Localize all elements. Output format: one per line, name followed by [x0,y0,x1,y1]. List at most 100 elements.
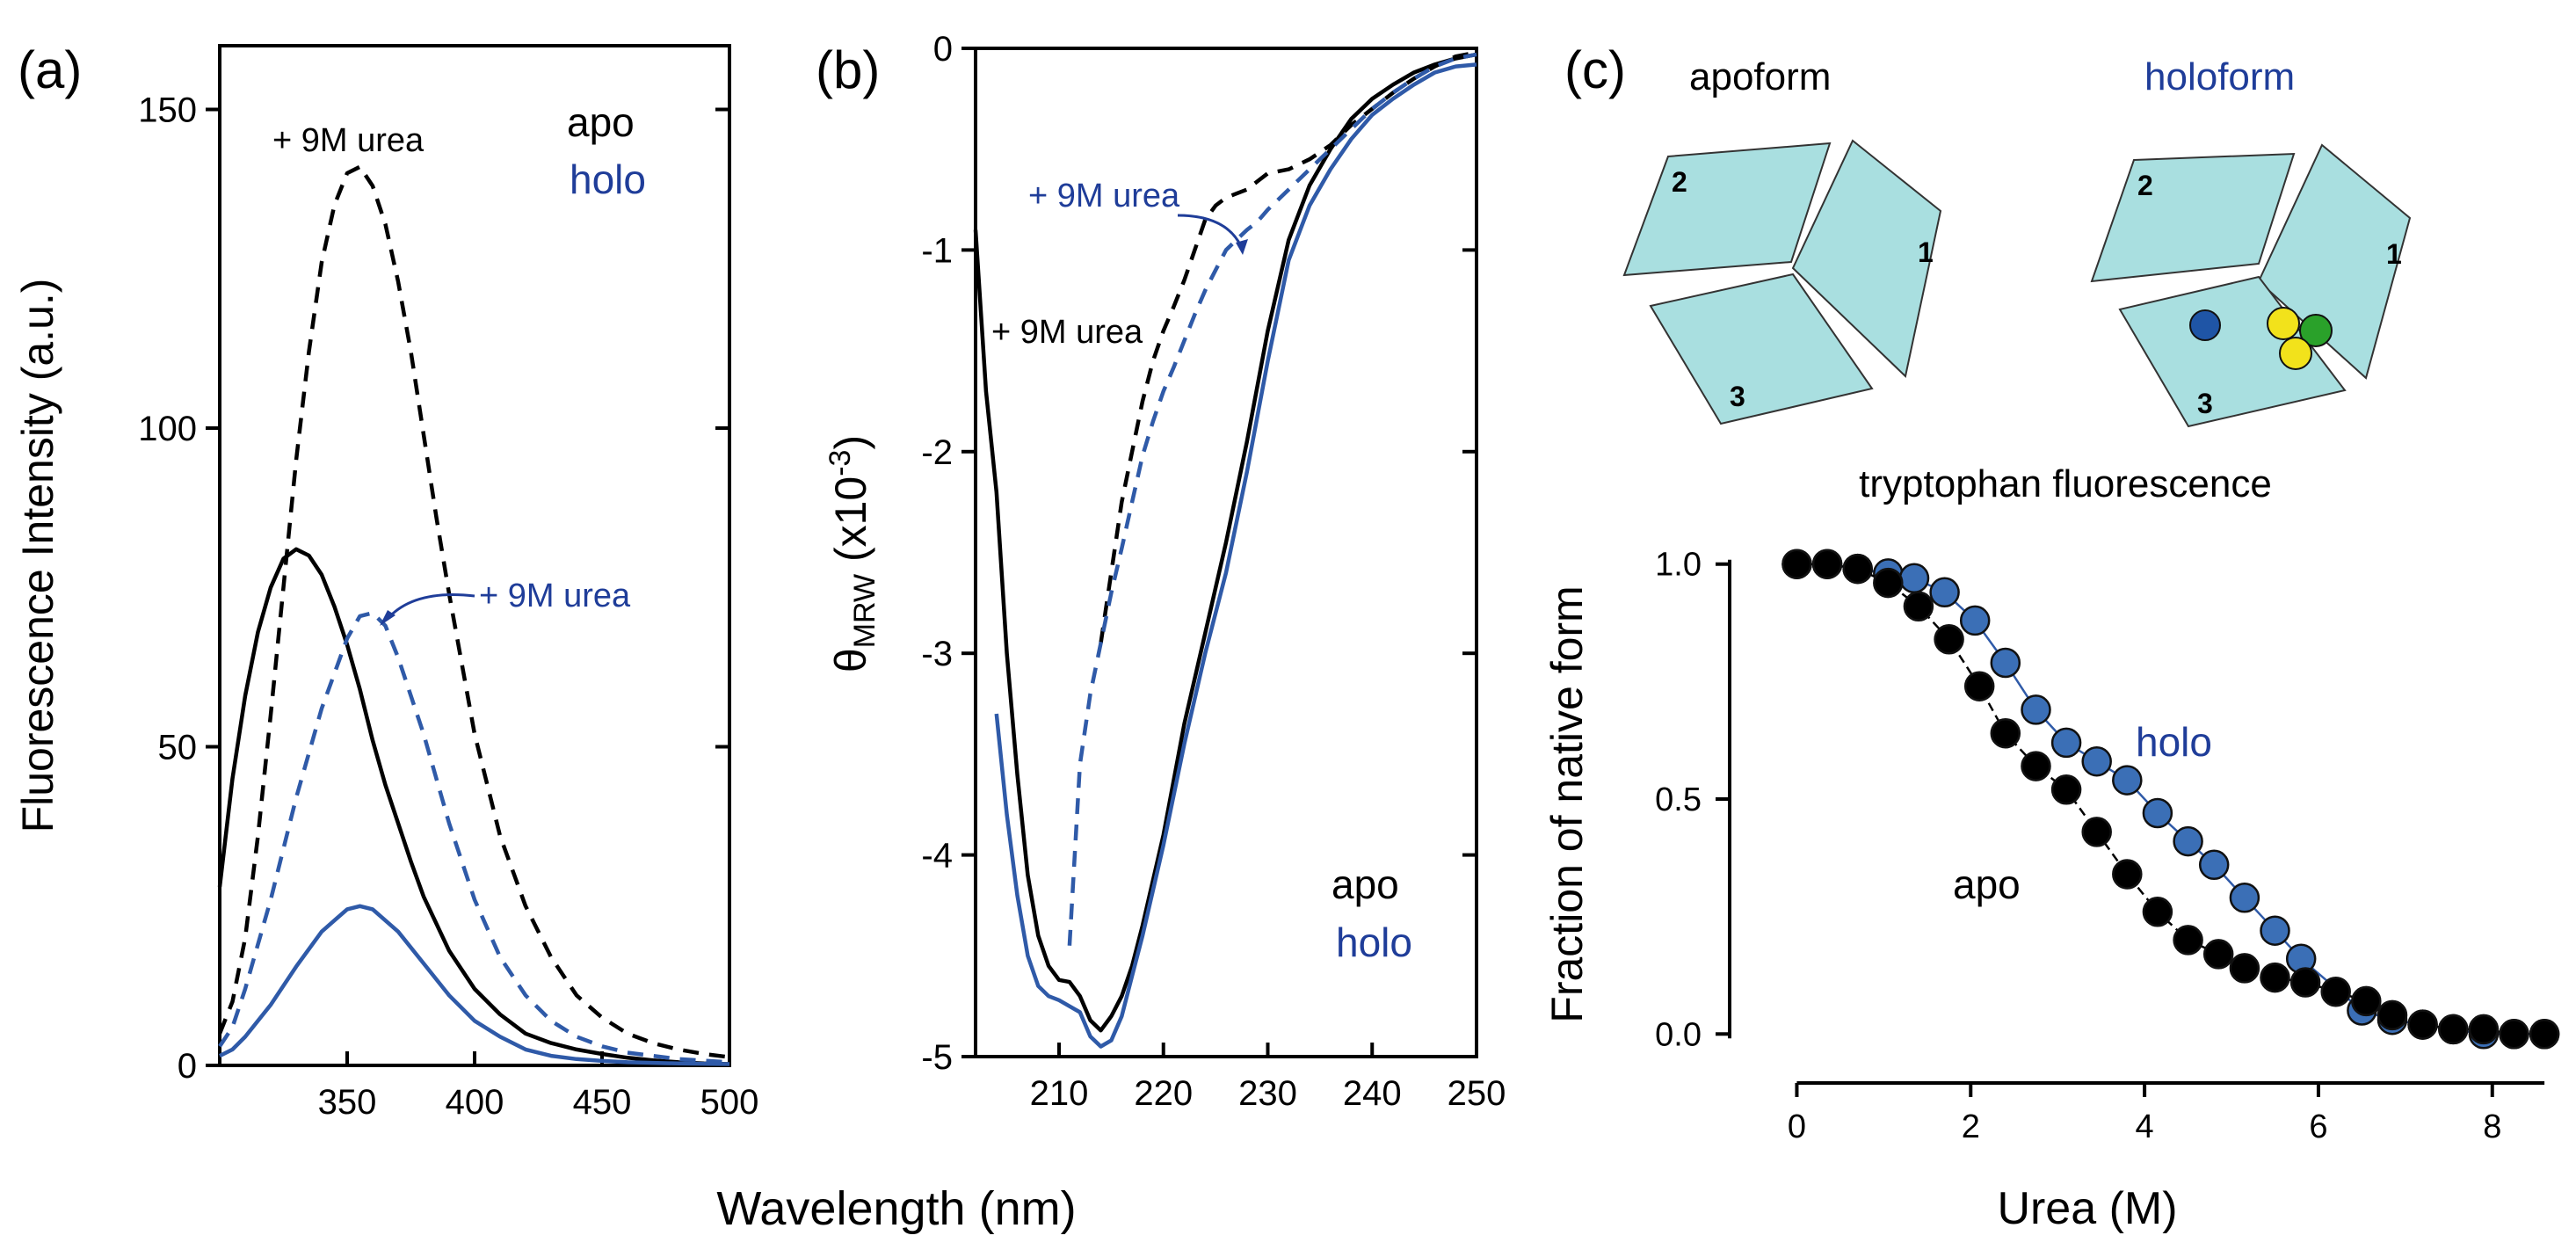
data-point-holo [1959,605,1991,636]
y-tick-label: -5 [921,1038,953,1077]
panel-c-annotation-holo: holo [2136,719,2212,765]
x-tick-label: 230 [1238,1074,1297,1113]
data-point-apo [2289,967,2321,998]
data-point-holo [1990,647,2021,679]
panel-a-annotation-arrow [385,593,475,621]
data-point-apo [1903,591,1934,622]
panel-a-series [217,164,730,1066]
series-line-apo-9m-urea [217,164,730,1059]
data-point-apo [1873,567,1904,599]
panel-a-label: (a) [18,40,82,99]
ligand-yellow-icon [2279,337,2312,370]
panel-b: (b) 210 220 230 240 250 0 -1 -2 -3 -4 -5 θMRW (x10… [816,30,1506,1113]
x-tick-label: 250 [1448,1074,1506,1113]
panel-b-arrow-head [1236,239,1248,255]
ligand-blue-icon [2189,309,2221,341]
apo-domain-3-label: 3 [1730,381,1745,412]
data-point-holo [2112,765,2143,796]
series-line-apo-9m-urea [1099,50,1477,644]
data-point-holo [2021,694,2051,725]
data-point-apo [1990,717,2021,749]
series-line-holo-9m-urea [218,611,730,1065]
data-point-holo [2142,797,2173,829]
x-tick-label: 220 [1134,1074,1193,1113]
data-point-apo [2202,939,2234,970]
panel-b-annotation-holo-urea: + 9M urea [1028,178,1180,214]
ligand-yellow-icon [2267,307,2300,340]
panel-a-annotation-holo-urea: + 9M urea [479,578,631,614]
panel-c-annotation-apo: apo [1953,861,2021,907]
series-line-holo [994,62,1477,1049]
data-point-apo [1842,553,1873,585]
panel-a-legend-holo: holo [570,156,646,202]
panel-c-label: (c) [1564,40,1626,99]
holoform-label: holoform [2144,55,2295,98]
ligand-green-icon [2299,314,2333,347]
data-point-apo [2021,751,2051,781]
y-tick-label: 0 [178,1047,197,1086]
data-point-apo [1781,549,1812,579]
data-point-apo [2407,1009,2438,1040]
panel-b-frame [974,47,1478,1058]
panel-b-ylabel: θMRW (x10-3) [824,435,882,672]
data-point-holo [2260,915,2290,946]
holo-domain-2-label: 2 [2137,170,2153,201]
data-point-apo [2260,962,2290,993]
series-line-holo [218,904,730,1066]
panel-b-annotation-apo-urea: + 9M urea [991,314,1143,351]
data-point-apo [1963,671,1995,701]
data-point-apo [2499,1019,2529,1050]
data-point-apo [2529,1019,2560,1050]
data-point-holo [2081,745,2112,777]
shared-xlabel: Wavelength (nm) [716,1182,1076,1235]
x-tick-label: 350 [318,1083,377,1122]
fit-line-holo [1796,563,2545,1036]
data-point-apo [2351,985,2382,1017]
panel-a-arrow-head [380,610,395,626]
y-tick-label: 0.5 [1655,781,1702,818]
data-point-holo [1929,577,1960,608]
data-point-apo [2081,817,2112,847]
panel-a-ticks: 350 400 450 500 0 50 100 150 [138,91,758,1123]
data-point-apo [2438,1014,2469,1045]
panel-a: (a) 350 400 450 500 0 50 100 150 Fluorescence I… [13,40,758,1122]
y-tick-label: -1 [921,231,953,270]
data-point-holo [2050,727,2082,759]
apo-domain-2 [1622,142,1832,277]
apoform-label: apoform [1689,55,1831,98]
x-tick-label: 2 [1962,1108,1980,1145]
data-point-apo [2468,1014,2500,1045]
data-point-apo [2320,976,2351,1007]
panel-c-ylabel: Fraction of native form [1542,585,1592,1022]
data-point-holo [2198,849,2230,881]
data-point-apo [2112,859,2143,890]
y-tick-label: 0.0 [1655,1016,1702,1053]
x-tick-label: 500 [700,1083,759,1122]
panel-c-series [1781,549,2560,1050]
x-tick-label: 210 [1030,1074,1089,1113]
y-tick-label: -3 [921,635,953,673]
holo-domain-1 [2257,143,2412,380]
panel-c-axes: 0.0 0.5 1.0 0 2 4 6 8 [1655,547,2545,1145]
series-line-apo [973,52,1477,1033]
apo-domain-1-label: 1 [1918,236,1934,268]
series-line-holo-9m-urea [1067,52,1477,946]
x-tick-label: 0 [1788,1108,1806,1145]
panel-b-label: (b) [816,40,880,99]
holo-domain-2 [2090,152,2296,283]
panel-a-legend-apo: apo [567,99,635,145]
panel-a-ylabel: Fluorescence Intensity (a.u.) [13,279,62,833]
data-point-holo [1898,563,1930,594]
panel-b-annotation-arrow [1177,214,1243,247]
x-tick-label: 450 [573,1083,632,1122]
holoform-schematic: holoform 2 1 3 [2090,55,2412,428]
x-tick-label: 6 [2309,1108,2327,1145]
data-point-apo [2050,774,2082,805]
apo-domain-3 [1649,273,1874,425]
y-tick-label: 1.0 [1655,547,1702,584]
series-line-apo [217,547,730,1066]
data-point-apo [2229,953,2260,984]
data-point-apo [2376,999,2408,1031]
y-tick-label: 0 [933,30,953,69]
x-tick-label: 400 [446,1083,504,1122]
